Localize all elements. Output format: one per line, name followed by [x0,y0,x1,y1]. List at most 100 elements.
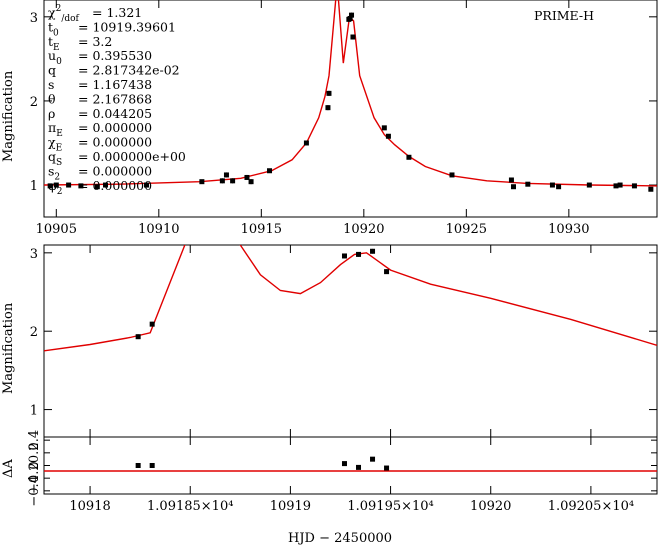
data-point [385,133,391,139]
x-tick-label: 10920 [343,222,384,237]
data-point [370,456,376,462]
param-value: = 2.167868 [78,91,152,106]
data-point [66,182,72,188]
param-name: tE [48,34,60,53]
param-name: t0 [48,19,59,38]
data-point [549,182,555,188]
param-name: s [48,77,54,92]
y-tick-label: 2 [30,325,38,340]
residual-data-points [135,456,390,471]
x-tick-label: 10919 [270,499,311,514]
param-name: q [48,63,56,78]
param-name: u0 [48,48,62,67]
data-point [406,154,412,160]
data-point [341,461,347,467]
param-name: πE [48,120,63,139]
y-tick-label: 3 [30,11,38,26]
param-value: = 0.000000 [78,178,152,193]
param-value: = 10919.39601 [78,19,176,34]
data-point [149,463,155,468]
data-point [326,90,332,96]
zoom-y-ticks: 1 2 3 [30,247,657,419]
zoom-panel: 1 2 3 Magnification [1,244,658,438]
data-point [350,34,356,40]
param-value: = 0.395530 [78,48,152,63]
param-value: = 1.321 [92,5,142,20]
data-point [94,184,100,190]
zoom-panel-frame [43,244,658,438]
x-tick-label: 10930 [548,222,589,237]
param-name: θ [48,91,56,106]
param-value: = 0.044205 [78,106,152,121]
data-point [53,182,59,188]
instrument-label: PRIME-H [534,8,594,23]
data-point [384,269,390,275]
data-point [303,140,309,146]
param-name: qS [48,149,62,168]
data-point [613,183,619,189]
x-tick-label: 10910 [138,222,179,237]
x-tick-label: 10905 [36,222,77,237]
y-tick-label: 1 [30,404,38,419]
x-tick-label: 10918 [69,499,110,514]
data-point [381,125,387,131]
y-tick-label: 3 [30,247,38,262]
y-tick-label: 1 [30,179,38,194]
zoom-data-points [135,248,390,340]
y-tick-label: 0.2 [27,442,42,463]
top-panel-frame [43,0,658,218]
data-point [349,12,355,18]
top-data-points [47,12,654,192]
y-tick-label: −0.2 [27,462,42,494]
x-tick-label: 10925 [446,222,487,237]
param-value: = 0.000000e+00 [78,149,186,164]
x-tick-label: 1.09195×10⁴ [347,499,433,514]
x-tick-label: 1.09185×10⁴ [147,499,233,514]
data-point [244,174,250,180]
data-point [617,182,623,188]
data-point [199,179,205,185]
data-point [556,184,562,190]
param-value: = 2.817342e-02 [78,63,180,78]
residual-panel: 10918 1.09185×10⁴ 10919 1.09195×10⁴ 10920 1.0… [1,430,658,546]
param-value: = 0.000000 [78,120,152,135]
data-point [47,183,53,189]
data-point [510,184,516,190]
data-point [347,16,353,22]
data-point [325,105,331,111]
data-point [525,181,531,187]
zoom-ylabel: Magnification [1,302,16,394]
top-x-ticks: 10905 10910 10915 10920 10925 10930 [36,0,590,237]
data-point [135,463,141,468]
data-point [103,182,109,188]
x-axis-label: HJD − 2450000 [288,531,392,546]
data-point [586,182,592,188]
param-name: χ2/dof [48,4,80,24]
residual-x-ticks: 10918 1.09185×10⁴ 10919 1.09195×10⁴ 10920 1.0… [69,437,634,514]
data-point [356,251,362,257]
zoom-x-ticks [89,245,592,437]
data-point [144,182,150,188]
data-point [341,253,347,259]
data-point [223,172,229,178]
top-panel: 10905 10910 10915 10920 10925 10930 1 2 3 Magni… [1,0,658,237]
param-value: = 3.2 [78,34,112,49]
data-point [631,183,637,189]
data-point [267,168,273,174]
param-name: s2 [48,163,60,182]
data-point [219,178,225,184]
param-name: χE [48,135,62,154]
data-point [370,248,376,254]
y-tick-label: 2 [30,95,38,110]
data-point [78,183,84,189]
x-tick-label: 10915 [241,222,282,237]
residual-ylabel: ΔA [1,459,16,478]
data-point [449,172,455,178]
residual-y-ticks: −0.4−0.200.20.4 [27,430,657,507]
data-point [356,464,362,470]
data-point [508,177,514,183]
data-point [248,179,254,185]
param-value: = 0.000000 [78,163,152,178]
top-ylabel: Magnification [1,70,16,162]
